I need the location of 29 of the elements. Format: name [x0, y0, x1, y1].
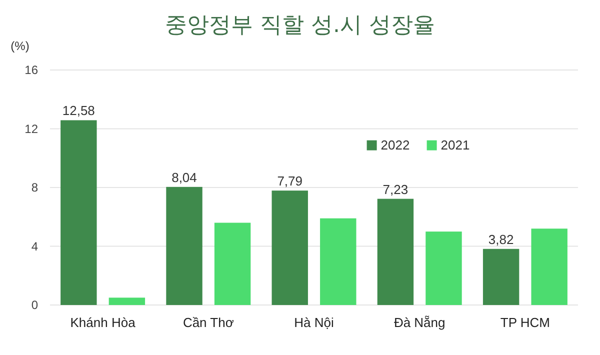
- x-tick-label: Hà Nội: [294, 315, 334, 330]
- data-label: 8,04: [172, 170, 197, 185]
- bar: [531, 228, 568, 305]
- y-tick-label: 12: [24, 122, 38, 136]
- y-tick-label: 0: [31, 298, 38, 312]
- bar: [166, 186, 202, 305]
- data-label: 7,79: [277, 174, 303, 189]
- x-tick-label: TP HCM: [500, 315, 550, 330]
- x-tick-label: Khánh Hòa: [70, 315, 136, 330]
- bar: [272, 190, 308, 305]
- bar: [60, 120, 97, 305]
- y-axis-title: (%): [10, 39, 30, 53]
- x-tick-label: Đà Nẵng: [394, 315, 446, 330]
- x-tick-label: Cần Thơ: [182, 315, 234, 330]
- chart-title: 중앙정부 직할 성.시 성장율: [165, 13, 435, 38]
- bar: [377, 198, 414, 305]
- legend-label: 2022: [380, 137, 410, 152]
- data-label: 3,82: [488, 232, 514, 247]
- bar: [482, 248, 520, 305]
- data-label: 12,58: [62, 103, 95, 118]
- bar: [108, 298, 146, 305]
- bar: [320, 218, 356, 305]
- legend-label: 2021: [440, 137, 470, 152]
- y-tick-label: 8: [31, 180, 38, 194]
- y-tick-label: 16: [24, 63, 38, 77]
- bar: [214, 222, 251, 305]
- data-label: 7,23: [382, 182, 408, 197]
- y-tick-label: 4: [31, 239, 38, 254]
- bar: [426, 232, 462, 305]
